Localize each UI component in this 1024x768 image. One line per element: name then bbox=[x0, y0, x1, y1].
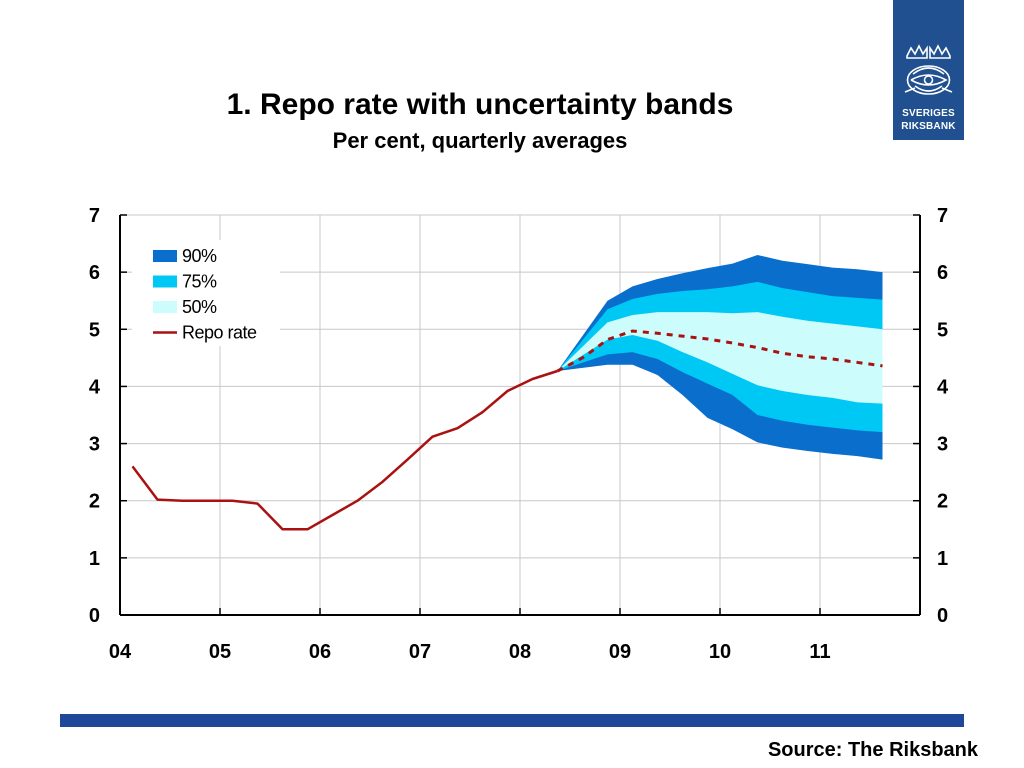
chart-subtitle: Per cent, quarterly averages bbox=[332, 128, 628, 153]
x-tick-label: 09 bbox=[609, 641, 631, 663]
legend: 90% 75% 50% Repo rate bbox=[132, 240, 280, 346]
y-tick-label-right: 6 bbox=[937, 262, 948, 284]
legend-swatch bbox=[153, 275, 177, 288]
logo-line-1: SVERIGES bbox=[902, 108, 955, 119]
footer-bar bbox=[60, 714, 964, 727]
y-tick-label-right: 4 bbox=[937, 376, 949, 398]
legend-label: Repo rate bbox=[182, 323, 257, 343]
riksbank-logo: SVERIGES RIKSBANK bbox=[893, 0, 964, 140]
logo-line-2: RIKSBANK bbox=[901, 121, 956, 132]
repo-rate-forecast-line bbox=[556, 329, 883, 373]
x-tick-label: 11 bbox=[809, 641, 830, 663]
x-tick-label: 07 bbox=[409, 641, 431, 663]
x-tick-label: 10 bbox=[709, 641, 731, 663]
legend-label: 50% bbox=[182, 297, 217, 317]
y-tick-label-right: 7 bbox=[937, 205, 948, 227]
legend-swatch bbox=[153, 301, 177, 313]
legend-label: 75% bbox=[182, 272, 217, 292]
riksbank-crest-icon bbox=[904, 44, 953, 95]
band-50-area bbox=[557, 312, 883, 404]
y-tick-label-left: 7 bbox=[89, 205, 100, 227]
source-note: Source: The Riksbank bbox=[767, 739, 978, 761]
y-tick-label-left: 5 bbox=[89, 319, 100, 341]
legend-swatch bbox=[153, 250, 177, 262]
x-tick-label: 05 bbox=[209, 641, 231, 663]
y-tick-label-left: 0 bbox=[89, 605, 100, 627]
y-tick-label-right: 2 bbox=[937, 491, 948, 513]
y-tick-label-left: 4 bbox=[89, 376, 101, 398]
y-tick-label-right: 3 bbox=[937, 434, 948, 456]
chart-title: 1. Repo rate with uncertainty bands bbox=[226, 88, 734, 121]
y-tick-label-left: 2 bbox=[89, 491, 100, 513]
y-tick-label-left: 6 bbox=[89, 262, 100, 284]
x-tick-label: 06 bbox=[309, 641, 331, 663]
y-tick-label-right: 1 bbox=[937, 548, 948, 570]
repo-rate-line bbox=[131, 369, 558, 531]
y-tick-label-left: 1 bbox=[89, 548, 100, 570]
y-tick-label-left: 3 bbox=[89, 434, 100, 456]
y-tick-label-right: 5 bbox=[937, 319, 948, 341]
legend-label: 90% bbox=[182, 246, 217, 266]
x-tick-label: 04 bbox=[109, 641, 132, 663]
x-tick-label: 08 bbox=[509, 641, 531, 663]
y-tick-label-right: 0 bbox=[937, 605, 948, 627]
